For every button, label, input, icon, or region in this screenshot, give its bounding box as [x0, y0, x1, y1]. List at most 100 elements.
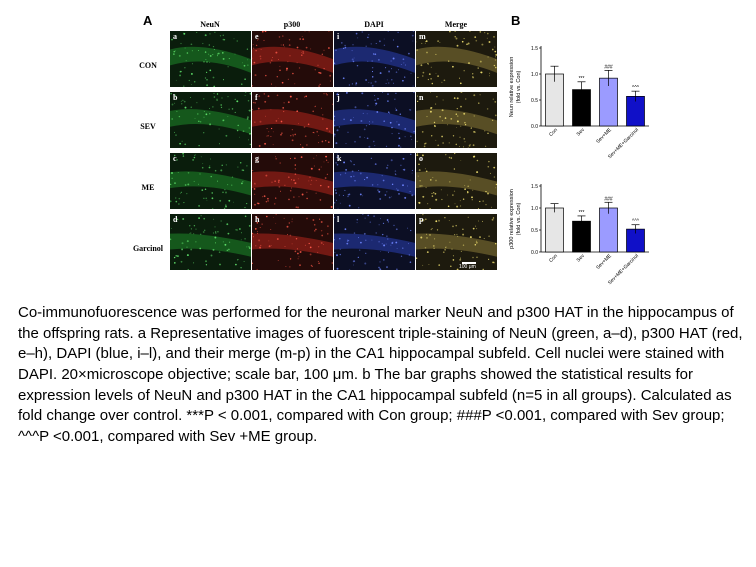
cell-dot: [178, 197, 181, 200]
cell-dot: [209, 61, 211, 63]
cell-dot: [329, 74, 332, 77]
cell-dot: [491, 119, 494, 122]
cell-dot: [387, 111, 390, 113]
cell-layer-band: [416, 233, 497, 257]
cell-dot: [442, 251, 445, 254]
cell-dot: [477, 67, 479, 69]
cell-dot: [344, 189, 346, 191]
cell-dot: [312, 219, 315, 221]
cell-dot: [397, 31, 399, 34]
cell-dot: [467, 42, 470, 45]
cell-dot: [246, 116, 249, 119]
cell-dot: [413, 130, 415, 133]
cell-dot: [348, 193, 351, 196]
cell-dot: [486, 37, 488, 39]
cell-dot: [487, 56, 489, 58]
cell-dot: [255, 44, 258, 47]
cell-dot: [300, 251, 302, 253]
cell-dot: [360, 241, 362, 244]
cell-dot: [193, 180, 195, 182]
cell-dot: [478, 102, 480, 104]
cell-dot: [171, 103, 174, 106]
cell-dot: [387, 93, 389, 95]
cell-dot: [173, 51, 175, 53]
cell-dot: [481, 220, 484, 222]
cell-dot: [209, 107, 211, 109]
cell-dot: [286, 234, 288, 236]
cell-dot: [455, 127, 457, 128]
cell-dot: [371, 239, 373, 241]
cell-dot: [266, 128, 268, 130]
cell-dot: [423, 220, 425, 222]
cell-dot: [459, 136, 461, 138]
cell-dot: [473, 94, 476, 97]
cell-dot: [368, 124, 370, 125]
cell-dot: [348, 204, 351, 207]
cell-dot: [325, 93, 327, 95]
cell-dot: [317, 64, 319, 67]
cell-dot: [397, 189, 399, 192]
tile-letter: h: [255, 215, 260, 224]
cell-dot: [458, 146, 460, 147]
cell-dot: [267, 135, 269, 137]
cell-dot: [469, 31, 471, 32]
tissue-background: [170, 214, 251, 270]
cell-dot: [213, 92, 215, 94]
cell-dot: [421, 42, 423, 44]
cell-dot: [222, 34, 224, 36]
cell-dot: [256, 159, 258, 162]
cell-dot: [356, 64, 359, 67]
cell-dot: [478, 220, 479, 222]
cell-dot: [243, 64, 246, 67]
category-label: Con: [548, 127, 559, 138]
cell-dot: [389, 121, 392, 124]
cell-dot: [353, 264, 355, 266]
cell-dot: [236, 129, 239, 132]
cell-dot: [351, 170, 354, 173]
cell-dot: [210, 175, 212, 178]
cell-dot: [422, 214, 424, 216]
cell-dot: [435, 198, 438, 201]
cell-dot: [180, 191, 182, 193]
cell-dot: [263, 195, 266, 198]
cell-dot: [480, 71, 481, 73]
cell-dot: [216, 98, 218, 100]
cell-dot: [241, 182, 243, 185]
cell-dot: [422, 218, 425, 221]
cell-dot: [213, 49, 215, 50]
cell-dot: [270, 127, 273, 130]
cell-dot: [385, 145, 388, 147]
cell-dot: [397, 144, 400, 147]
cell-dot: [462, 198, 465, 200]
cell-dot: [310, 264, 313, 267]
cell-dot: [403, 62, 405, 64]
cell-dot: [365, 125, 368, 127]
cell-dot: [181, 140, 183, 142]
cell-dot: [410, 72, 412, 74]
cell-dot: [264, 100, 267, 103]
cell-dot: [203, 197, 205, 199]
y-tick-label: 1.0: [531, 72, 538, 78]
tile-letter: i: [337, 32, 340, 41]
cell-dot: [485, 145, 487, 147]
tile-letter: n: [419, 93, 424, 102]
cell-dot: [394, 98, 396, 100]
cell-dot: [296, 110, 299, 113]
cell-dot: [340, 42, 343, 44]
cell-dot: [323, 49, 325, 51]
cell-dot: [328, 31, 330, 32]
cell-dot: [212, 208, 214, 209]
cell-dot: [264, 142, 267, 145]
cell-dot: [217, 230, 219, 233]
cell-dot: [368, 34, 370, 36]
cell-dot: [275, 51, 278, 54]
cell-dot: [493, 36, 495, 38]
cell-dot: [199, 120, 202, 123]
cell-dot: [363, 128, 366, 131]
cell-dot: [258, 144, 261, 147]
cell-dot: [453, 233, 456, 236]
cell-dot: [356, 218, 359, 221]
cell-dot: [244, 78, 246, 81]
cell-dot: [338, 194, 340, 196]
cell-dot: [278, 59, 280, 61]
